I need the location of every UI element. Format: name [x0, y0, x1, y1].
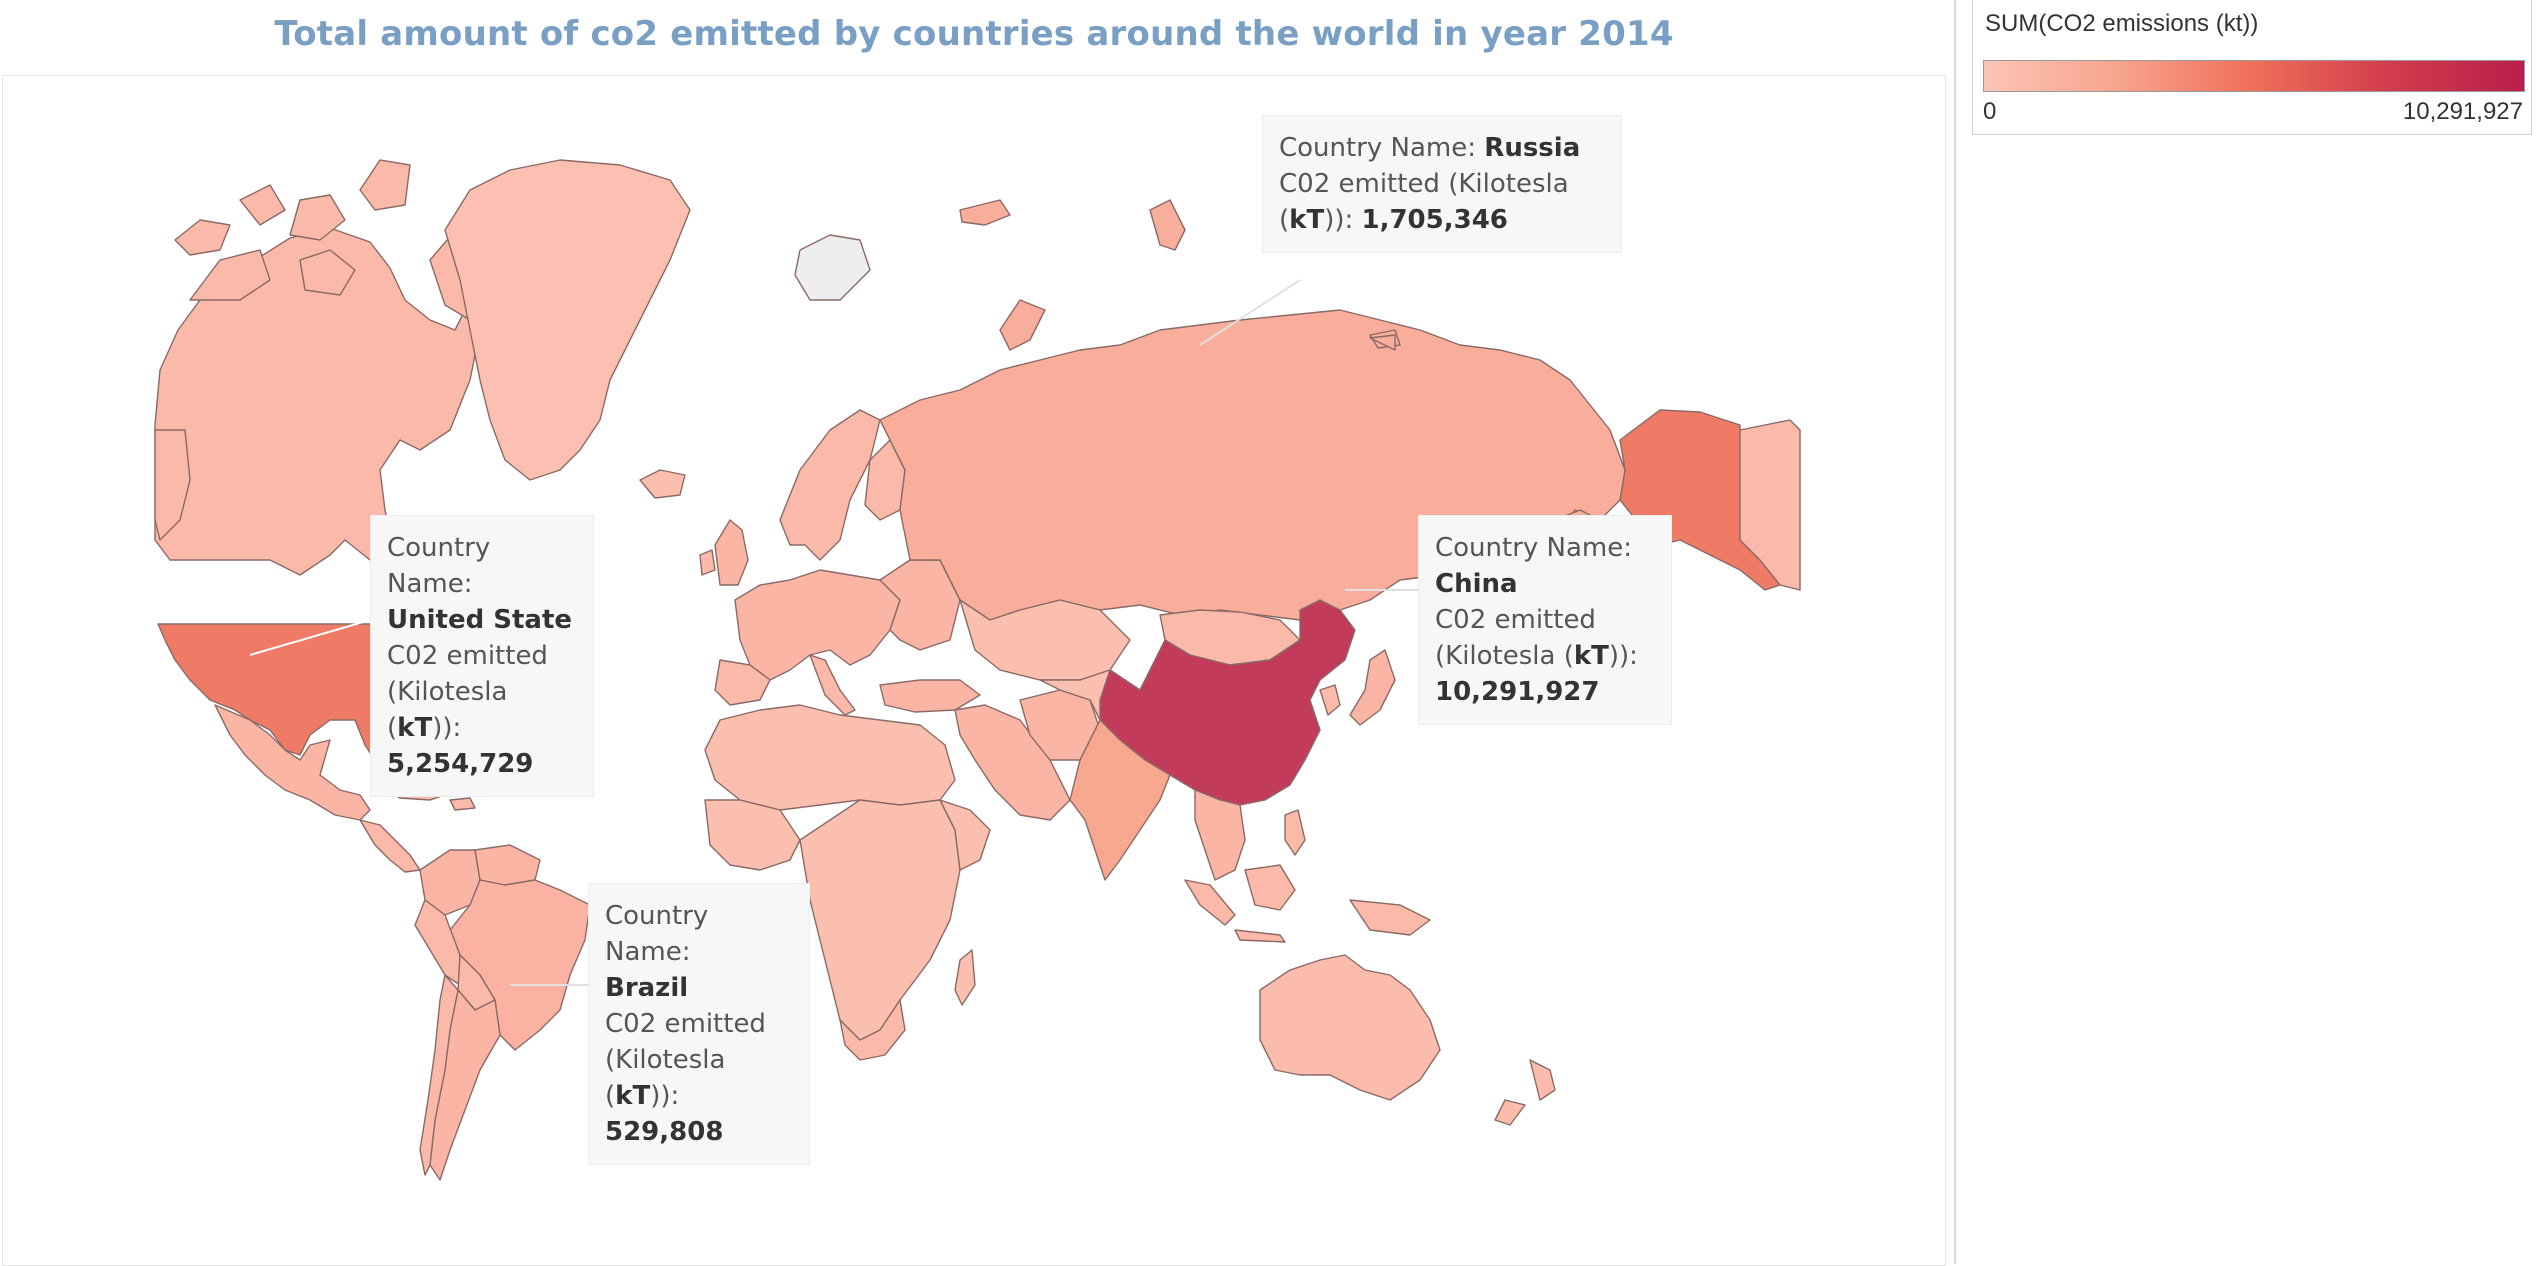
country-italy[interactable] [809, 654, 856, 716]
tooltip-china-metric: C02 emitted (Kilotesla (kT)): [1435, 605, 1638, 671]
region-scandinavia[interactable] [779, 409, 881, 561]
island-arctic-1[interactable] [189, 249, 271, 301]
tooltip-usa: Country Name: United State C02 emitted (… [370, 515, 594, 797]
tooltip-brazil-name: Brazil [605, 973, 689, 1003]
island-victoria[interactable] [299, 249, 356, 296]
world-map[interactable] [0, 0, 1950, 1264]
legend-min-label: 0 [1983, 98, 1997, 125]
country-india[interactable] [1069, 719, 1171, 881]
region-west-africa[interactable] [704, 799, 801, 871]
country-philippines[interactable] [1284, 809, 1306, 856]
country-japan[interactable] [1349, 649, 1396, 726]
country-mexico[interactable] [214, 704, 371, 821]
tooltip-china-label: Country Name: [1435, 533, 1633, 563]
country-new-zealand[interactable] [1529, 1059, 1556, 1101]
island-arctic-5[interactable] [239, 184, 286, 226]
island-arctic-2[interactable] [289, 194, 346, 241]
tooltip-china-value: 10,291,927 [1435, 677, 1600, 707]
region-central-africa[interactable] [799, 799, 961, 1041]
region-middle-east[interactable] [954, 704, 1071, 821]
country-south-africa[interactable] [839, 999, 906, 1061]
country-peru[interactable] [414, 899, 461, 986]
island-svalbard[interactable] [794, 234, 871, 301]
tooltip-china-name: China [1435, 569, 1518, 599]
country-spain[interactable] [714, 659, 771, 706]
island-franz-josef[interactable] [959, 199, 1011, 226]
color-legend[interactable]: SUM(CO2 emissions (kt)) 0 10,291,927 [1972, 0, 2532, 135]
country-new-zealand-south[interactable] [1494, 1099, 1526, 1126]
chart-title: Total amount of co2 emitted by countries… [274, 14, 1674, 54]
tooltip-usa-metric: C02 emitted (Kilotesla (kT)): [387, 641, 548, 743]
island-novaya-zemlya[interactable] [999, 299, 1046, 351]
callout-line-russia [1199, 279, 1301, 346]
region-horn-of-africa[interactable] [939, 799, 991, 871]
callout-line-usa [249, 619, 371, 656]
island-arctic-3[interactable] [359, 159, 411, 211]
island-sumatra[interactable] [1184, 879, 1236, 926]
tooltip-brazil: Country Name: Brazil C02 emitted (Kilote… [588, 883, 810, 1165]
region-alaska-west[interactable] [154, 429, 191, 541]
tooltip-brazil-value: 529,808 [605, 1117, 724, 1147]
tooltip-russia-line1: Country Name: Russia [1279, 133, 1581, 163]
island-wrangel[interactable] [1369, 334, 1396, 351]
island-java[interactable] [1234, 929, 1286, 943]
country-iceland[interactable] [639, 469, 686, 499]
country-greenland[interactable] [444, 159, 691, 481]
region-kazakhstan[interactable] [959, 599, 1131, 681]
island-new-guinea[interactable] [1349, 899, 1431, 936]
region-indochina[interactable] [1194, 789, 1246, 881]
country-australia[interactable] [1259, 954, 1441, 1101]
tooltip-russia: Country Name: Russia C02 emitted (Kilote… [1262, 115, 1622, 253]
island-borneo[interactable] [1244, 864, 1296, 911]
island-ireland[interactable] [699, 549, 716, 576]
country-madagascar[interactable] [954, 949, 976, 1006]
tooltip-usa-value: 5,254,729 [387, 749, 534, 779]
tooltip-russia-metric: C02 emitted (Kilotesla (kT)): 1,705,346 [1279, 169, 1569, 235]
tooltip-usa-name: United State [387, 605, 573, 635]
island-britain[interactable] [714, 519, 749, 586]
legend-max-label: 10,291,927 [2402, 98, 2523, 125]
country-canada-east[interactable] [1739, 419, 1801, 591]
island-hispaniola[interactable] [449, 797, 476, 811]
tooltip-brazil-metric: C02 emitted (Kilotesla (kT)): [605, 1009, 766, 1111]
island-arctic-4[interactable] [174, 219, 231, 256]
legend-title: SUM(CO2 emissions (kt)) [1985, 10, 2259, 37]
legend-gradient-bar [1983, 60, 2525, 92]
country-korea[interactable] [1319, 684, 1341, 716]
callout-lines [249, 279, 1420, 986]
country-turkey[interactable] [879, 679, 981, 713]
panel-divider [1954, 0, 1956, 1264]
island-severnaya-zemlya[interactable] [1149, 199, 1186, 251]
tooltip-usa-label: Country Name: [387, 533, 491, 599]
tooltip-china: Country Name: China C02 emitted (Kilotes… [1418, 515, 1672, 725]
country-chile[interactable] [419, 974, 459, 1176]
tooltip-brazil-label: Country Name: [605, 901, 709, 967]
